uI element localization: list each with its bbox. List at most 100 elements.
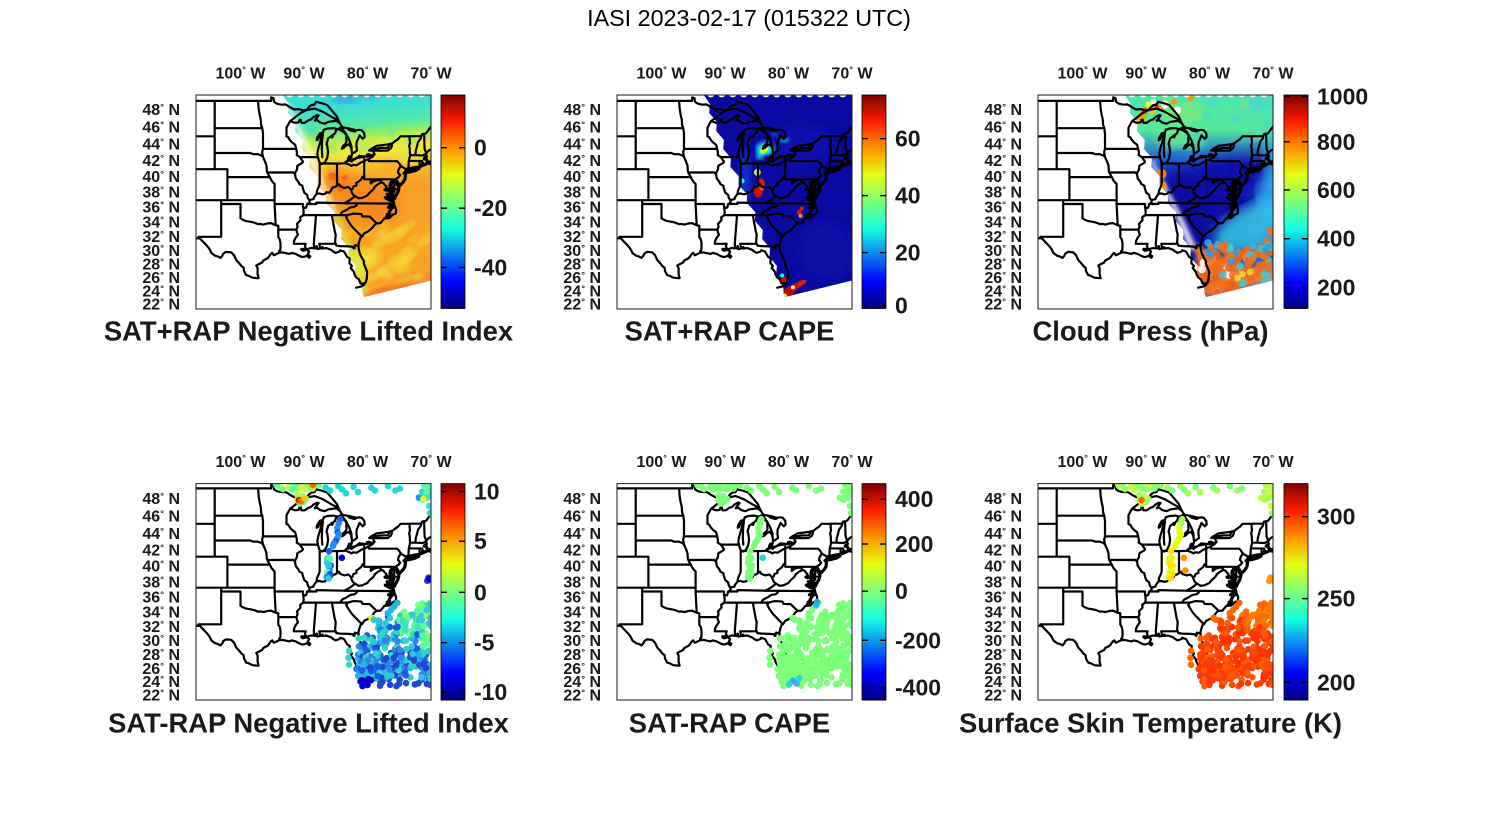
svg-text:34° N: 34° N xyxy=(563,214,601,231)
svg-text:34° N: 34° N xyxy=(984,604,1022,621)
svg-text:30° N: 30° N xyxy=(984,633,1022,650)
svg-text:10: 10 xyxy=(474,479,500,505)
svg-text:34° N: 34° N xyxy=(142,214,180,231)
svg-text:90° W: 90° W xyxy=(1125,65,1167,83)
svg-text:36° N: 36° N xyxy=(142,590,180,607)
svg-text:80° W: 80° W xyxy=(768,453,810,471)
svg-text:46° N: 46° N xyxy=(142,120,180,137)
svg-text:40: 40 xyxy=(895,183,921,209)
svg-text:30° N: 30° N xyxy=(563,633,601,650)
svg-text:IASI 2023-02-17 (015322 UTC): IASI 2023-02-17 (015322 UTC) xyxy=(587,5,911,31)
svg-text:22° N: 22° N xyxy=(142,297,180,314)
svg-text:46° N: 46° N xyxy=(984,509,1022,526)
svg-text:250: 250 xyxy=(1317,586,1355,612)
svg-text:28° N: 28° N xyxy=(563,257,601,274)
svg-text:80° W: 80° W xyxy=(347,65,389,83)
svg-text:24° N: 24° N xyxy=(984,283,1022,300)
svg-text:32° N: 32° N xyxy=(563,229,601,246)
svg-text:Cloud Press (hPa): Cloud Press (hPa) xyxy=(1033,316,1269,347)
svg-text:100° W: 100° W xyxy=(1057,65,1108,83)
svg-text:-10: -10 xyxy=(474,679,507,705)
svg-text:800: 800 xyxy=(1317,129,1355,155)
svg-text:32° N: 32° N xyxy=(142,229,180,246)
svg-text:22° N: 22° N xyxy=(984,687,1022,704)
svg-text:100° W: 100° W xyxy=(636,65,687,83)
svg-text:24° N: 24° N xyxy=(142,283,180,300)
svg-text:40° N: 40° N xyxy=(142,169,180,186)
svg-text:40° N: 40° N xyxy=(142,559,180,576)
svg-text:40° N: 40° N xyxy=(984,559,1022,576)
svg-text:90° W: 90° W xyxy=(704,65,746,83)
svg-text:46° N: 46° N xyxy=(142,509,180,526)
svg-text:-20: -20 xyxy=(474,195,507,221)
svg-text:80° W: 80° W xyxy=(1189,453,1231,471)
svg-text:26° N: 26° N xyxy=(142,661,180,678)
svg-text:36° N: 36° N xyxy=(563,200,601,217)
svg-text:5: 5 xyxy=(474,528,487,554)
svg-text:Surface Skin Temperature (K): Surface Skin Temperature (K) xyxy=(959,708,1342,739)
svg-text:90° W: 90° W xyxy=(704,453,746,471)
svg-text:32° N: 32° N xyxy=(984,619,1022,636)
svg-text:600: 600 xyxy=(1317,177,1355,203)
svg-text:28° N: 28° N xyxy=(984,647,1022,664)
svg-text:200: 200 xyxy=(1317,669,1355,695)
svg-text:100° W: 100° W xyxy=(215,65,266,83)
svg-text:24° N: 24° N xyxy=(142,674,180,691)
svg-text:44° N: 44° N xyxy=(563,137,601,154)
svg-text:38° N: 38° N xyxy=(142,574,180,591)
svg-text:42° N: 42° N xyxy=(984,153,1022,170)
svg-text:26° N: 26° N xyxy=(142,270,180,287)
svg-text:200: 200 xyxy=(895,531,933,557)
svg-text:1000: 1000 xyxy=(1317,84,1368,110)
svg-text:48° N: 48° N xyxy=(142,102,180,119)
svg-text:42° N: 42° N xyxy=(142,543,180,560)
svg-text:28° N: 28° N xyxy=(984,257,1022,274)
svg-text:34° N: 34° N xyxy=(563,604,601,621)
svg-text:22° N: 22° N xyxy=(984,297,1022,314)
svg-text:32° N: 32° N xyxy=(984,229,1022,246)
svg-text:SAT-RAP CAPE: SAT-RAP CAPE xyxy=(629,708,830,739)
svg-text:42° N: 42° N xyxy=(563,153,601,170)
svg-text:34° N: 34° N xyxy=(984,214,1022,231)
svg-text:400: 400 xyxy=(895,486,933,512)
svg-text:70° W: 70° W xyxy=(410,65,452,83)
svg-text:36° N: 36° N xyxy=(984,200,1022,217)
svg-text:80° W: 80° W xyxy=(347,453,389,471)
svg-text:80° W: 80° W xyxy=(1189,65,1231,83)
svg-text:20: 20 xyxy=(895,240,921,266)
svg-text:48° N: 48° N xyxy=(563,491,601,508)
svg-text:SAT+RAP Negative Lifted Index: SAT+RAP Negative Lifted Index xyxy=(104,316,514,347)
svg-text:100° W: 100° W xyxy=(215,453,266,471)
svg-text:36° N: 36° N xyxy=(563,590,601,607)
svg-text:28° N: 28° N xyxy=(563,647,601,664)
svg-text:42° N: 42° N xyxy=(984,543,1022,560)
svg-text:46° N: 46° N xyxy=(563,509,601,526)
svg-text:46° N: 46° N xyxy=(984,120,1022,137)
svg-text:200: 200 xyxy=(1317,274,1355,300)
svg-text:40° N: 40° N xyxy=(984,169,1022,186)
svg-text:0: 0 xyxy=(895,578,908,604)
svg-text:42° N: 42° N xyxy=(563,543,601,560)
svg-text:30° N: 30° N xyxy=(984,243,1022,260)
svg-text:90° W: 90° W xyxy=(1125,453,1167,471)
svg-text:36° N: 36° N xyxy=(984,590,1022,607)
svg-text:48° N: 48° N xyxy=(142,491,180,508)
svg-text:70° W: 70° W xyxy=(410,453,452,471)
svg-text:44° N: 44° N xyxy=(142,526,180,543)
svg-text:38° N: 38° N xyxy=(984,185,1022,202)
svg-text:34° N: 34° N xyxy=(142,604,180,621)
svg-text:400: 400 xyxy=(1317,226,1355,252)
svg-text:24° N: 24° N xyxy=(563,674,601,691)
svg-text:32° N: 32° N xyxy=(142,619,180,636)
svg-text:36° N: 36° N xyxy=(142,200,180,217)
svg-text:26° N: 26° N xyxy=(563,661,601,678)
svg-text:300: 300 xyxy=(1317,504,1355,530)
svg-text:24° N: 24° N xyxy=(563,283,601,300)
svg-text:30° N: 30° N xyxy=(142,243,180,260)
svg-text:48° N: 48° N xyxy=(984,102,1022,119)
svg-text:44° N: 44° N xyxy=(142,137,180,154)
svg-text:44° N: 44° N xyxy=(563,526,601,543)
svg-text:22° N: 22° N xyxy=(563,297,601,314)
svg-text:40° N: 40° N xyxy=(563,169,601,186)
svg-text:28° N: 28° N xyxy=(142,257,180,274)
